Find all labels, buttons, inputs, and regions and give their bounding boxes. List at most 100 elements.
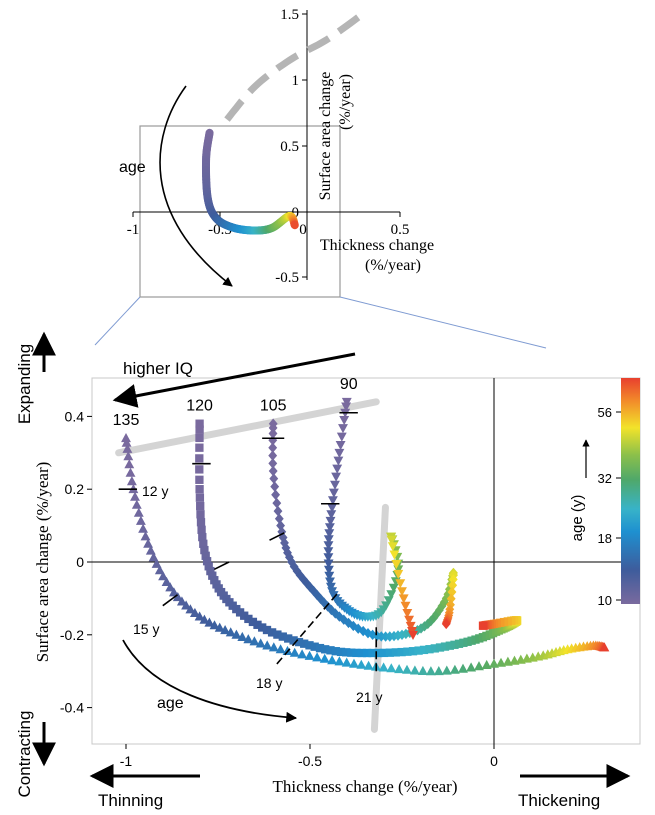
series-90-point (324, 571, 335, 581)
series-105-point (284, 552, 294, 563)
series-135-point (449, 664, 460, 674)
main-age-label: age (157, 695, 184, 712)
series-135-point (334, 656, 345, 666)
series-120 (195, 419, 522, 658)
main-age-arrow (122, 639, 298, 723)
colorbar-ticks: 56 32 18 10 (598, 405, 621, 608)
series-90-point (341, 402, 352, 412)
series-105-point (270, 481, 280, 492)
colorbar-tick-label: 10 (598, 593, 612, 608)
series-135-point (176, 596, 187, 606)
series-135-point (275, 644, 286, 654)
higher-iq-label: higher IQ (123, 359, 193, 378)
series-90-point (327, 503, 338, 513)
series-105-point (269, 473, 279, 484)
series-135-point (489, 658, 499, 668)
age-tick-mark (162, 594, 178, 607)
series-90-point (323, 559, 334, 569)
series-105-point (448, 574, 458, 585)
inset-y-tick-label: 1.5 (280, 7, 299, 23)
series-135-point (474, 661, 484, 671)
series-105-point (309, 585, 319, 597)
series-135-point (225, 627, 236, 637)
age-tick-label-18: 18 y (256, 675, 282, 691)
series-135-point (140, 531, 151, 541)
inset-curves (201, 11, 365, 235)
series-135-point (231, 629, 242, 639)
series-105-point (268, 428, 278, 439)
series-135-point (209, 620, 220, 630)
inset-y-tick-label: 0.5 (280, 139, 299, 155)
series-105-point (432, 608, 442, 620)
series-135-point (378, 662, 389, 672)
series-105-point (372, 630, 382, 642)
main-x-tick-label: 0 (490, 753, 498, 769)
series-135-point (148, 552, 159, 562)
main-x-tick-label: -1 (120, 753, 133, 769)
series-135-point (220, 625, 231, 635)
series-120-point (197, 525, 206, 534)
series-135-point (145, 545, 156, 555)
series-90-point (333, 456, 344, 466)
series-135-point (194, 611, 205, 621)
series-135-point (312, 652, 323, 662)
series-90-point (323, 565, 334, 575)
series-90-point (402, 609, 413, 619)
series-105-point (389, 630, 399, 642)
series-135-point (185, 604, 196, 614)
series-135-point (458, 663, 468, 673)
series-105-point (412, 625, 422, 636)
series-90-point (336, 432, 347, 442)
series-label-120: 120 (186, 398, 213, 415)
series-135-point (158, 571, 169, 581)
series-135-point (417, 665, 428, 675)
series-105-point (393, 630, 403, 641)
series-90-point (398, 594, 409, 604)
series-135-point (135, 515, 146, 525)
series-135-point (297, 649, 308, 659)
inset-x-tick-label: 0.5 (391, 222, 410, 238)
series-135-point (363, 660, 374, 670)
series-105-point (280, 537, 289, 549)
inset-plot: -1 -0.5 0 0.51.510.50-0.5 Thickness change … (94, 7, 547, 349)
series-135-point (199, 614, 210, 624)
series-90-point (323, 535, 334, 545)
colorbar-label: age (y) (569, 495, 586, 542)
series-105-point (272, 497, 282, 509)
series-135-point (327, 655, 338, 665)
series-90-point (393, 569, 404, 579)
main-x-tick-label: -0.5 (298, 753, 322, 769)
series-105-point (446, 593, 456, 604)
series-120-point (195, 485, 204, 494)
series-135-point (268, 642, 279, 652)
series-105-point (276, 520, 286, 531)
series-90-point (327, 496, 338, 506)
series-135-point (319, 653, 330, 663)
main-y-tick-label: 0.4 (65, 408, 85, 424)
series-105-point (268, 450, 278, 461)
series-105-point (278, 532, 288, 543)
series-90-point (386, 535, 397, 545)
age-tick-label-15: 15 y (133, 621, 159, 637)
series-135-point (189, 607, 200, 617)
series-135-point (289, 647, 300, 657)
inset-y-tick-label: -0.5 (275, 270, 299, 286)
series-135-point (466, 662, 477, 672)
series-135-point (255, 638, 266, 648)
main-axes: -1 -0.5 0 0.4 0.2 0 -0.2 -0.4 (60, 378, 640, 769)
series-90-point (388, 583, 399, 593)
series-90-point (324, 523, 335, 533)
series-135-point (121, 437, 132, 447)
series-135-point (165, 582, 176, 592)
series-105-point (441, 618, 451, 630)
series-135-point (123, 451, 134, 461)
series-90-point (323, 547, 334, 557)
main-y-tick-label: -0.4 (60, 700, 84, 716)
main-age-tick-marks (118, 411, 378, 672)
series-135-point (130, 491, 140, 501)
series-105-point (426, 615, 436, 627)
series-105-point (323, 601, 333, 612)
series-105-point (302, 578, 312, 589)
series-135-point (481, 659, 492, 669)
